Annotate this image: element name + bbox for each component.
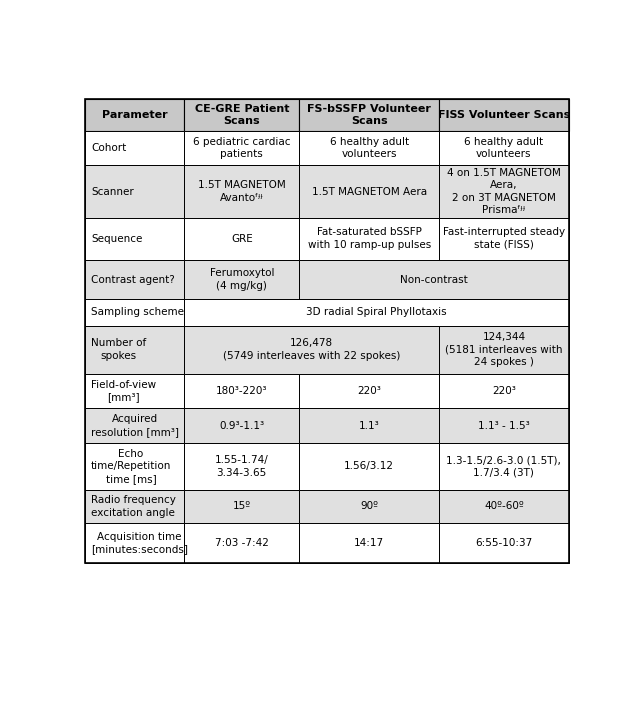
Bar <box>300 218 439 260</box>
Bar <box>439 325 568 374</box>
Text: 90º: 90º <box>360 501 378 511</box>
Bar <box>85 523 184 563</box>
Text: 124,344
(5181 interleaves with
24 spokes ): 124,344 (5181 interleaves with 24 spokes… <box>445 333 563 367</box>
Text: Scanner: Scanner <box>91 187 134 197</box>
Bar <box>439 99 568 131</box>
Bar <box>184 99 300 131</box>
Text: 220³: 220³ <box>492 386 516 396</box>
Text: 3D radial Spiral Phyllotaxis: 3D radial Spiral Phyllotaxis <box>306 308 447 318</box>
Text: Ferumoxytol
(4 mg/kg): Ferumoxytol (4 mg/kg) <box>209 268 274 290</box>
Text: Fast-interrupted steady
state (FISS): Fast-interrupted steady state (FISS) <box>443 227 565 250</box>
Text: Acquired
resolution [mm³]: Acquired resolution [mm³] <box>91 414 179 437</box>
Bar <box>300 523 439 563</box>
Bar <box>85 99 184 131</box>
Bar <box>184 523 300 563</box>
Bar <box>184 260 300 299</box>
Bar <box>85 490 184 523</box>
Bar <box>184 218 300 260</box>
Text: Sampling scheme: Sampling scheme <box>91 308 184 318</box>
Bar <box>85 443 184 490</box>
Text: 1.1³: 1.1³ <box>359 421 380 431</box>
Bar <box>300 374 439 409</box>
Bar <box>300 260 568 299</box>
Bar <box>85 299 184 325</box>
Text: Parameter: Parameter <box>102 110 168 120</box>
Bar <box>184 409 300 443</box>
Bar <box>85 374 184 409</box>
Text: 1.5T MAGNETOM Aera: 1.5T MAGNETOM Aera <box>312 187 427 197</box>
Bar <box>300 409 439 443</box>
Bar <box>439 523 568 563</box>
Text: 14:17: 14:17 <box>354 538 385 548</box>
Text: 180³-220³: 180³-220³ <box>216 386 268 396</box>
Text: 6 pediatric cardiac
patients: 6 pediatric cardiac patients <box>193 137 291 159</box>
Bar <box>439 374 568 409</box>
Text: Acquisition time
[minutes:seconds]: Acquisition time [minutes:seconds] <box>91 532 188 554</box>
Bar <box>300 443 439 490</box>
Text: Non-contrast: Non-contrast <box>400 275 468 285</box>
Text: FISS Volunteer Scans: FISS Volunteer Scans <box>438 110 570 120</box>
Bar <box>439 218 568 260</box>
Bar <box>85 325 184 374</box>
Text: Radio frequency
excitation angle: Radio frequency excitation angle <box>91 496 176 518</box>
Bar <box>184 131 300 165</box>
Bar <box>85 218 184 260</box>
Text: Fat-saturated bSSFP
with 10 ramp-up pulses: Fat-saturated bSSFP with 10 ramp-up puls… <box>308 227 431 250</box>
Text: GRE: GRE <box>231 234 253 244</box>
Bar <box>439 490 568 523</box>
Bar <box>85 131 184 165</box>
Text: Contrast agent?: Contrast agent? <box>91 275 175 285</box>
Bar <box>300 165 439 218</box>
Text: 6:55-10:37: 6:55-10:37 <box>476 538 532 548</box>
Text: Sequence: Sequence <box>91 234 142 244</box>
Text: 126,478
(5749 interleaves with 22 spokes): 126,478 (5749 interleaves with 22 spokes… <box>223 338 401 361</box>
Bar <box>439 165 568 218</box>
Bar <box>85 260 184 299</box>
Bar <box>439 131 568 165</box>
Text: Echo
time/Repetition
time [ms]: Echo time/Repetition time [ms] <box>91 449 172 484</box>
Bar <box>184 374 300 409</box>
Text: 1.1³ - 1.5³: 1.1³ - 1.5³ <box>478 421 530 431</box>
Bar <box>184 490 300 523</box>
Bar <box>300 99 439 131</box>
Text: CE-GRE Patient
Scans: CE-GRE Patient Scans <box>195 104 289 126</box>
Text: 1.3-1.5/2.6-3.0 (1.5T),
1.7/3.4 (3T): 1.3-1.5/2.6-3.0 (1.5T), 1.7/3.4 (3T) <box>447 455 561 478</box>
Text: 220³: 220³ <box>357 386 381 396</box>
Text: 1.55-1.74/
3.34-3.65: 1.55-1.74/ 3.34-3.65 <box>215 455 269 478</box>
Text: Number of
spokes: Number of spokes <box>91 338 146 361</box>
Bar <box>300 131 439 165</box>
Bar <box>85 409 184 443</box>
Text: 1.56/3.12: 1.56/3.12 <box>344 461 394 471</box>
Bar <box>184 299 568 325</box>
Text: 40º-60º: 40º-60º <box>484 501 524 511</box>
Text: 4 on 1.5T MAGNETOM
Aera,
2 on 3T MAGNETOM
Prismaᶠᶡᶡ: 4 on 1.5T MAGNETOM Aera, 2 on 3T MAGNETO… <box>447 168 561 215</box>
Bar <box>85 99 568 563</box>
Bar <box>85 165 184 218</box>
Bar <box>184 165 300 218</box>
Text: 1.5T MAGNETOM
Avantoᶠᶡᶡ: 1.5T MAGNETOM Avantoᶠᶡᶡ <box>198 180 285 203</box>
Bar <box>439 409 568 443</box>
Text: 15º: 15º <box>233 501 251 511</box>
Text: 6 healthy adult
volunteers: 6 healthy adult volunteers <box>465 137 543 159</box>
Bar <box>439 443 568 490</box>
Text: 0.9³-1.1³: 0.9³-1.1³ <box>219 421 264 431</box>
Bar <box>184 443 300 490</box>
Text: Field-of-view
[mm³]: Field-of-view [mm³] <box>91 380 156 402</box>
Text: 7:03 -7:42: 7:03 -7:42 <box>215 538 269 548</box>
Bar <box>184 325 439 374</box>
Bar <box>300 490 439 523</box>
Text: FS-bSSFP Volunteer
Scans: FS-bSSFP Volunteer Scans <box>307 104 431 126</box>
Text: 6 healthy adult
volunteers: 6 healthy adult volunteers <box>330 137 409 159</box>
Text: Cohort: Cohort <box>91 143 126 153</box>
